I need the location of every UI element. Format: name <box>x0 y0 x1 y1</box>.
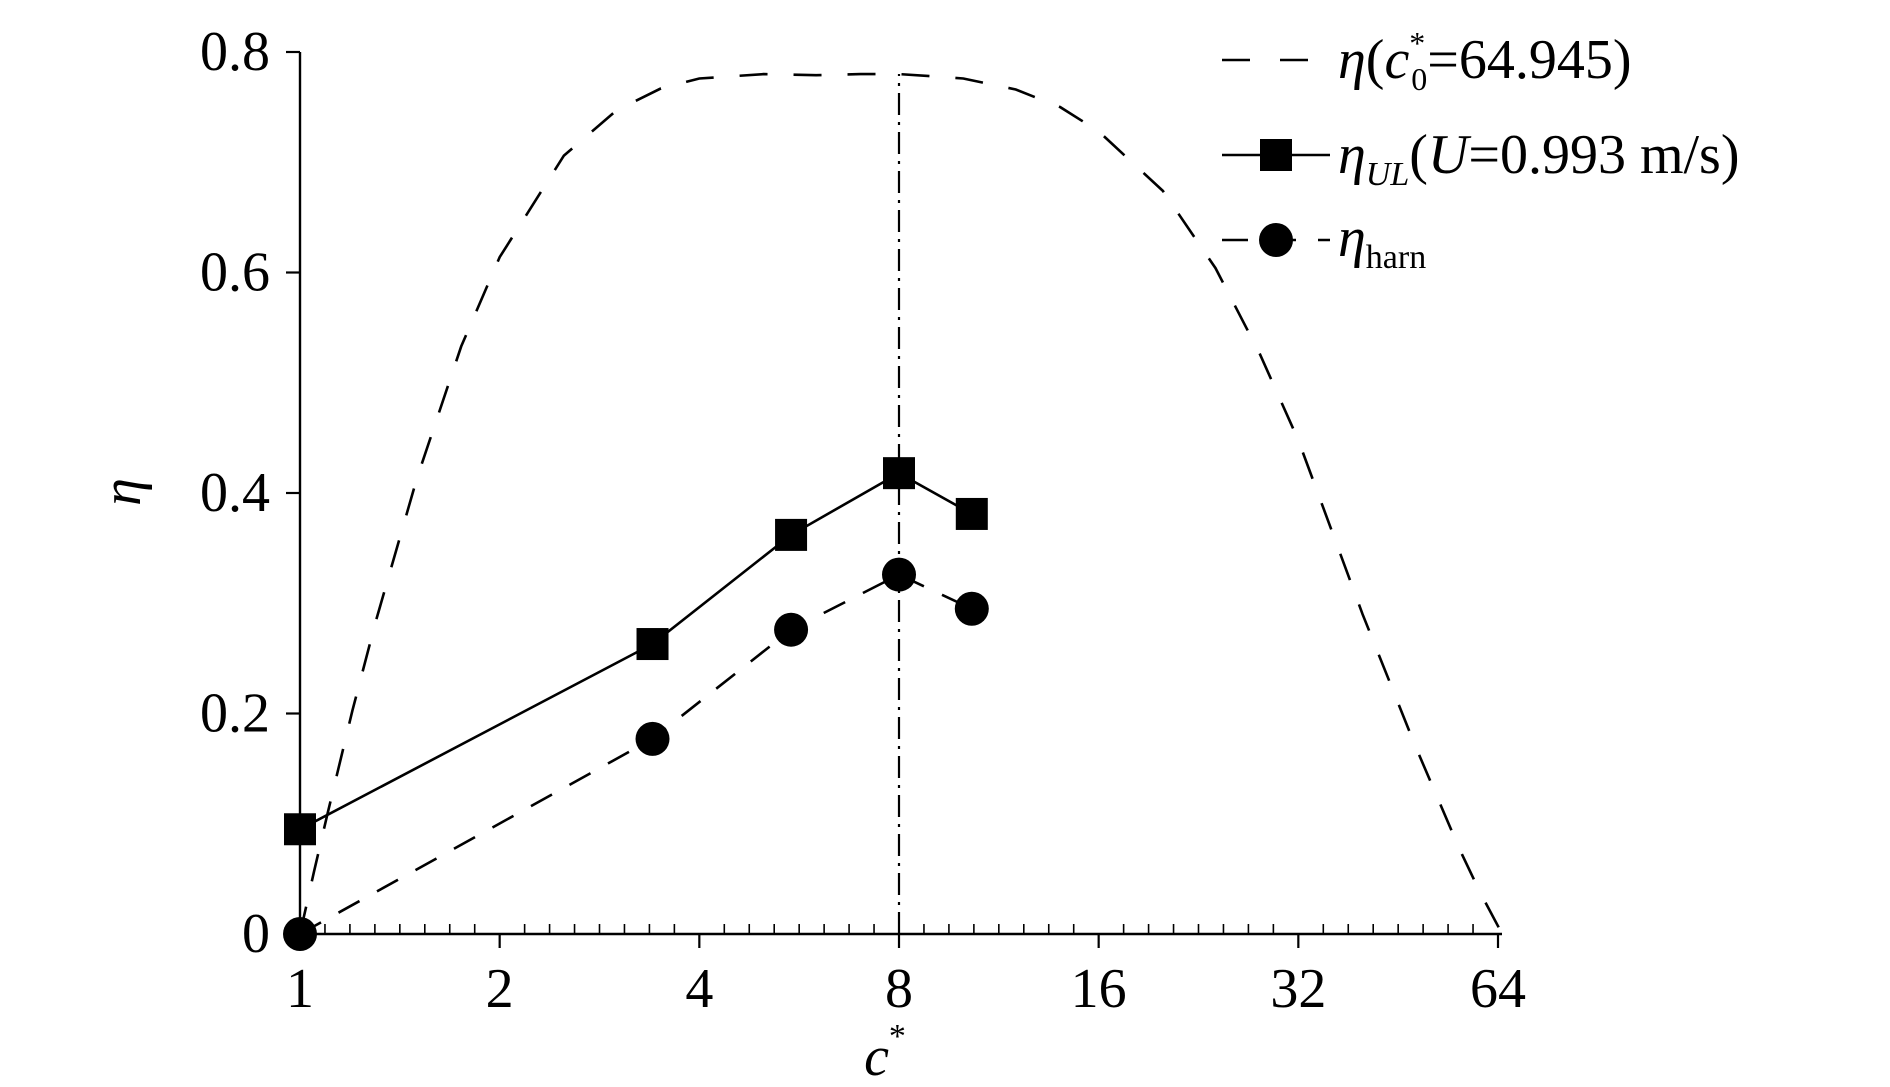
series-2-circle-point <box>635 721 670 756</box>
legend-eta-paren: ( <box>1366 29 1385 91</box>
x-tick-label: 2 <box>486 958 514 1020</box>
legend-label-eta-ul: ηUL(U=0.993 m/s) <box>1338 124 1740 193</box>
legend-entry-eta-ul: ηUL(U=0.993 m/s) <box>1222 124 1740 193</box>
legend-entry-eta: η(c* 0=64.945) <box>1222 25 1632 97</box>
x-tick-label: 16 <box>1071 958 1127 1020</box>
legend-label-eta-harn: ηharn <box>1338 207 1426 276</box>
series-2-circle-point <box>774 612 809 647</box>
x-axis-title: c* <box>864 1018 906 1087</box>
x-tick-label: 1 <box>286 958 314 1020</box>
series-1-square-point <box>636 628 669 661</box>
legend-eta-c: c <box>1384 29 1409 91</box>
y-tick-label: 0.4 <box>200 462 270 524</box>
legend-swatch-eta-harn-circle <box>1259 223 1293 257</box>
x-tick-label: 32 <box>1270 958 1326 1020</box>
y-tick-label: 0 <box>242 903 270 965</box>
series-1-square-point <box>883 457 915 490</box>
curves-layer <box>298 72 1504 936</box>
legend-eta-value: =64.945) <box>1427 29 1631 91</box>
y-tick-label: 0.8 <box>200 21 270 83</box>
x-axis-title-main: c <box>864 1026 889 1087</box>
series-line-1 <box>299 471 973 831</box>
legend-eta-harn-sub: harn <box>1366 239 1426 276</box>
series-1-square-point <box>955 497 988 530</box>
series-line-0 <box>298 72 1504 935</box>
legend-eta-ul-symbol: η <box>1338 124 1366 186</box>
legend-eta-symbol: η <box>1338 29 1366 91</box>
x-tick-label: 4 <box>685 958 713 1020</box>
series-2-circle-point <box>283 917 317 951</box>
y-tick-label: 0.6 <box>200 242 270 304</box>
y-tick-label: 0.2 <box>200 683 270 745</box>
legend-swatch-eta-ul-square <box>1260 139 1292 171</box>
series-2-circle-point <box>882 557 916 592</box>
x-tick-label: 64 <box>1470 958 1526 1020</box>
legend-eta-c-sub: 0 <box>1411 61 1427 97</box>
series-1-square-point <box>775 518 808 551</box>
legend-eta-ul-u: U <box>1428 124 1472 186</box>
markers-layer <box>283 457 989 951</box>
legend-eta-ul-paren: ( <box>1409 124 1428 186</box>
series-2-circle-point <box>954 591 989 626</box>
legend-eta-ul-sub: UL <box>1366 156 1409 193</box>
legend-eta-c-sup: * <box>1409 25 1425 61</box>
x-axis-title-sup: * <box>889 1018 906 1055</box>
legend-eta-ul-value: =0.993 m/s) <box>1468 124 1739 186</box>
axes-layer: 0 0.2 0.4 0.6 0.8 1 2 4 8 16 32 64 <box>200 21 1526 1020</box>
legend-label-eta: η(c* 0=64.945) <box>1338 25 1632 97</box>
legend-entry-eta-harn: ηharn <box>1222 207 1426 276</box>
series-1-square-point <box>284 813 316 846</box>
legend-eta-harn-symbol: η <box>1338 207 1366 269</box>
x-tick-label: 8 <box>885 958 913 1020</box>
y-axis-title: η <box>91 478 153 506</box>
series-line-2 <box>299 573 973 936</box>
legend: η(c* 0=64.945) ηUL(U=0.993 m/s) ηharn <box>1222 25 1740 276</box>
